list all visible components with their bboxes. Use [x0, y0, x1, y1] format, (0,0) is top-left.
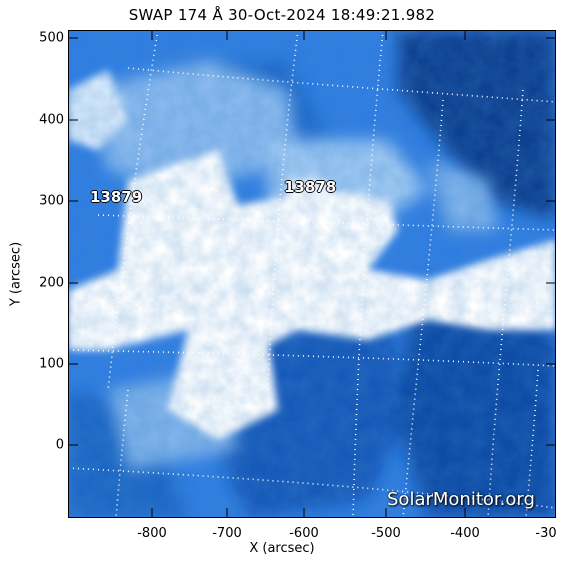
- y-tick-label: 300: [39, 193, 64, 209]
- coordinate-grid: [68, 30, 556, 518]
- x-tick-label: -500: [371, 526, 401, 541]
- y-tick-label: 500: [39, 30, 64, 46]
- x-axis-title: X (arcsec): [249, 541, 315, 556]
- y-axis-title: Y (arcsec): [8, 241, 24, 307]
- y-tick-label: 200: [39, 275, 64, 291]
- x-tick-label: -400: [450, 526, 480, 541]
- active-region-label-1: 13879: [90, 188, 143, 206]
- solar-image: 13879 13878: [68, 30, 556, 518]
- active-region-label-2: 13878: [284, 178, 337, 196]
- axis-ticks: [68, 30, 556, 518]
- y-tick-label: 0: [55, 437, 64, 453]
- x-tick-label: -700: [212, 526, 242, 541]
- x-tick-label: -600: [289, 526, 319, 541]
- y-tick-label: 400: [39, 112, 64, 128]
- y-tick-label: 100: [39, 356, 64, 372]
- x-tick-label: -30: [535, 526, 557, 541]
- plot-frame: [68, 30, 556, 518]
- image-title: SWAP 174 Å 30-Oct-2024 18:49:21.982: [128, 6, 436, 24]
- watermark: SolarMonitor.org: [387, 489, 535, 510]
- x-tick-label: -800: [137, 526, 167, 541]
- solar-image-canvas: [68, 30, 556, 518]
- image-texture: [68, 30, 556, 518]
